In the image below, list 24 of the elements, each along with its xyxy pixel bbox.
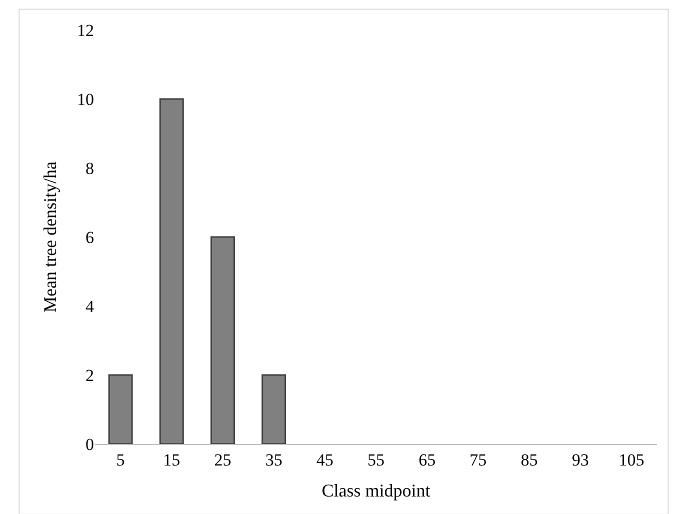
x-tick-label: 65 bbox=[418, 450, 436, 470]
y-axis-title: Mean tree density/ha bbox=[40, 162, 60, 312]
x-tick-label: 35 bbox=[265, 450, 282, 470]
x-tick-label: 45 bbox=[316, 450, 334, 470]
x-axis-title: Class midpoint bbox=[322, 480, 430, 500]
bar bbox=[210, 236, 235, 444]
y-tick-label: 0 bbox=[86, 434, 94, 454]
bar bbox=[159, 98, 184, 444]
bar bbox=[262, 374, 286, 444]
y-tick-label: 4 bbox=[86, 296, 94, 316]
y-tick-label: 2 bbox=[86, 366, 94, 385]
y-tick-label: 6 bbox=[86, 228, 94, 247]
y-tick-label: 8 bbox=[86, 158, 94, 178]
x-tick-label: 105 bbox=[618, 450, 644, 470]
x-tick-label: 5 bbox=[116, 450, 125, 470]
y-tick-label: 12 bbox=[77, 20, 94, 40]
x-tick-label: 15 bbox=[163, 450, 180, 470]
x-tick-label: 75 bbox=[470, 450, 487, 470]
y-tick-label: 10 bbox=[77, 90, 94, 109]
x-tick-label: 55 bbox=[368, 450, 384, 470]
bar bbox=[108, 374, 133, 444]
x-tick-label: 85 bbox=[520, 450, 538, 470]
x-tick-label: 25 bbox=[214, 450, 232, 470]
x-tick-label: 93 bbox=[572, 450, 589, 470]
